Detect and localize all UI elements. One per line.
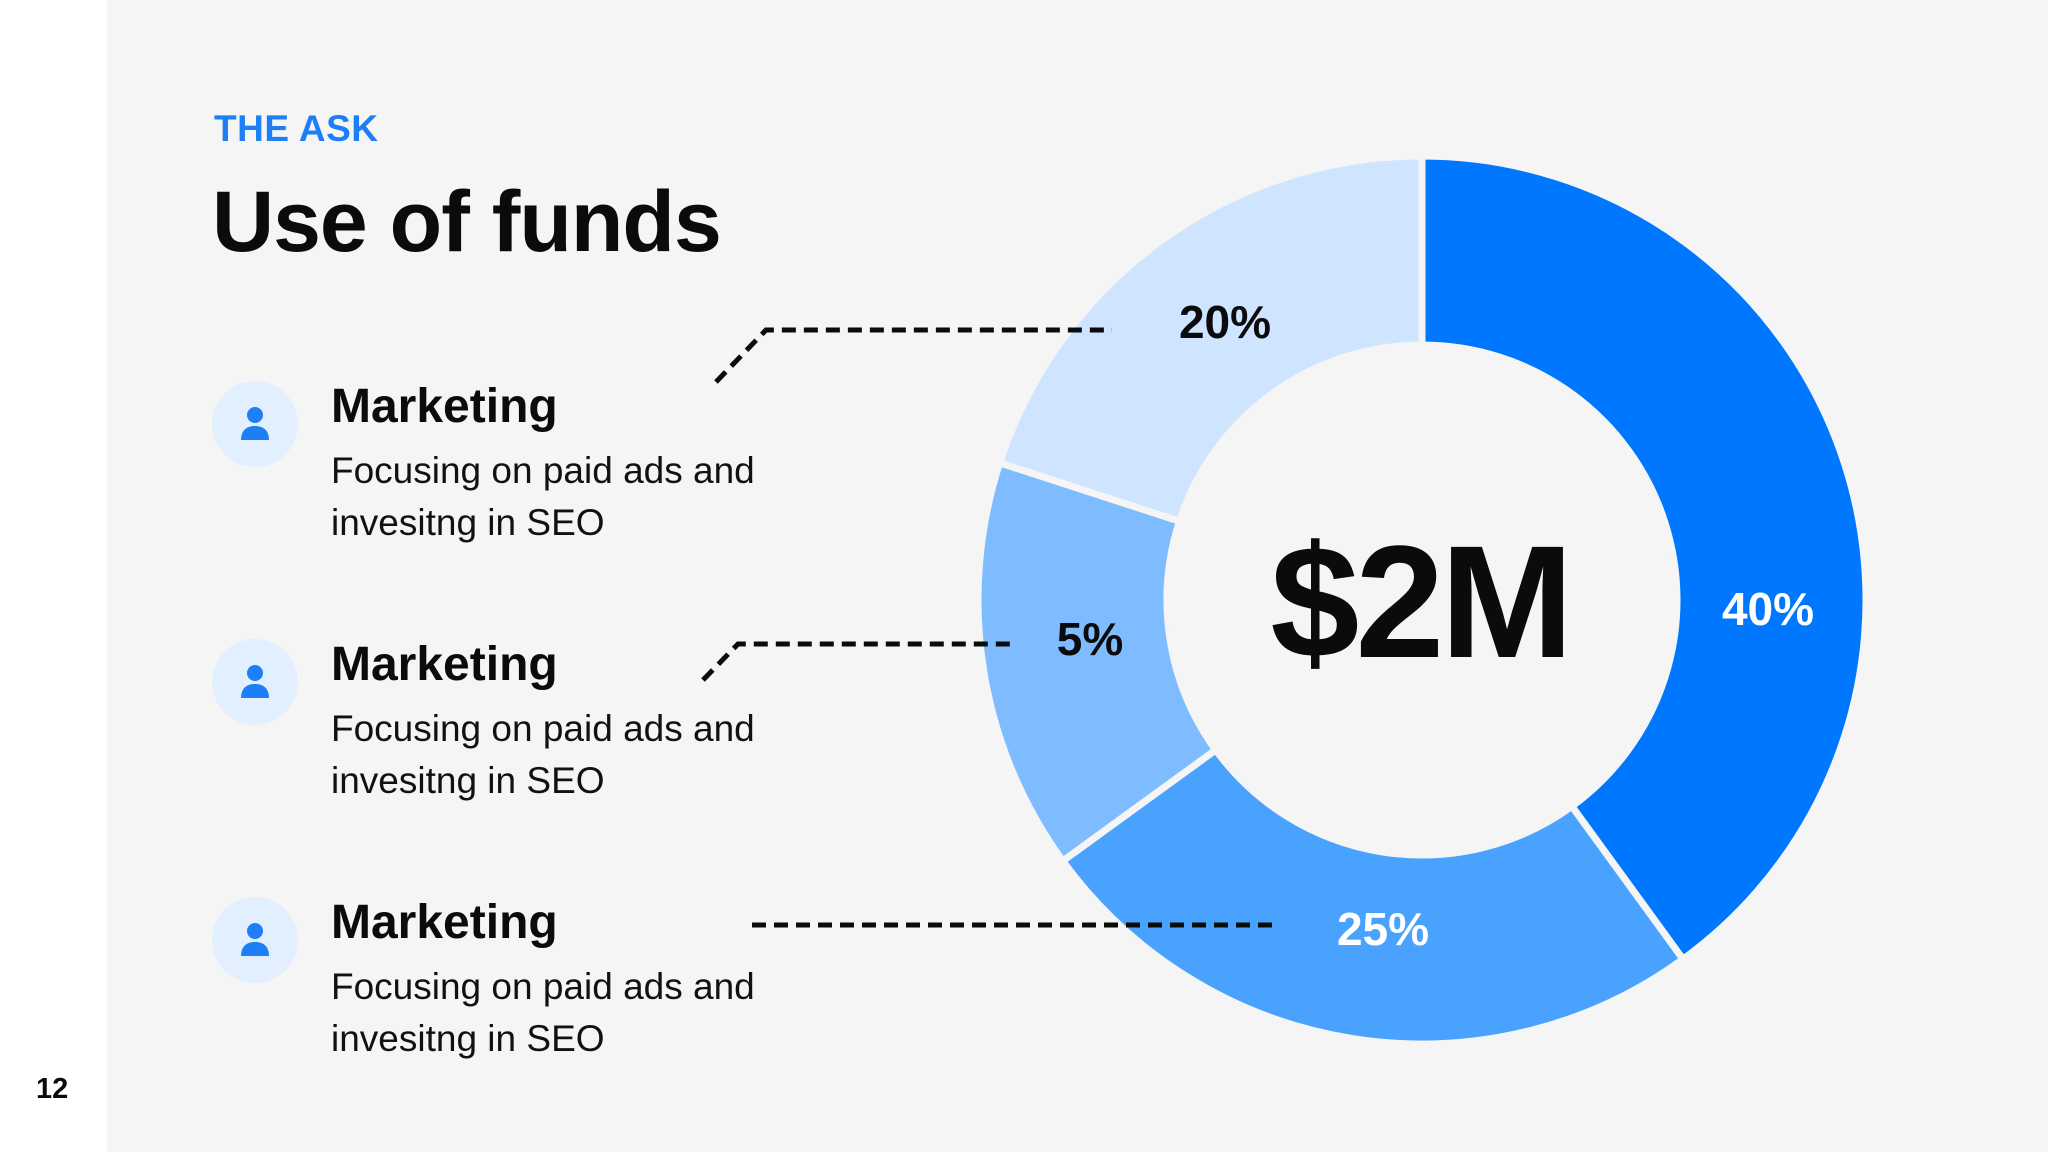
user-icon	[212, 639, 298, 725]
donut-slice	[974, 459, 1220, 865]
section-eyebrow: THE ASK	[214, 108, 379, 149]
item-title: Marketing	[331, 380, 558, 433]
fund-item: Marketing Focusing on paid ads and inves…	[212, 380, 892, 561]
leader-line-5	[701, 641, 1016, 682]
donut-slice	[1418, 152, 1870, 963]
item-description: Focusing on paid ads and invesitng in SE…	[331, 966, 755, 1059]
total-amount: $2M	[1270, 512, 1573, 691]
donut-slices	[974, 152, 1870, 1048]
donut-slice	[996, 152, 1426, 525]
slice-label: 40%	[1722, 583, 1814, 635]
leader-line-20	[714, 327, 1112, 384]
fund-item: Marketing Focusing on paid ads and inves…	[212, 638, 892, 819]
slice-label: 20%	[1179, 296, 1271, 348]
item-title: Marketing	[331, 896, 558, 949]
page-number: 12	[36, 1073, 69, 1105]
item-title: Marketing	[331, 638, 558, 691]
left-margin	[0, 0, 107, 1152]
item-description: Focusing on paid ads and invesitng in SE…	[331, 450, 755, 543]
slice-labels: 40% 25% 5% 20%	[1057, 296, 1814, 955]
user-icon	[212, 897, 298, 983]
donut-slice	[1059, 746, 1687, 1048]
slice-label: 5%	[1057, 613, 1123, 665]
page-title: Use of funds	[212, 174, 722, 270]
user-icon	[212, 381, 298, 467]
fund-item: Marketing Focusing on paid ads and inves…	[212, 896, 892, 1077]
slice-label: 25%	[1337, 903, 1429, 955]
item-description: Focusing on paid ads and invesitng in SE…	[331, 708, 755, 801]
leader-lines	[701, 327, 1275, 928]
